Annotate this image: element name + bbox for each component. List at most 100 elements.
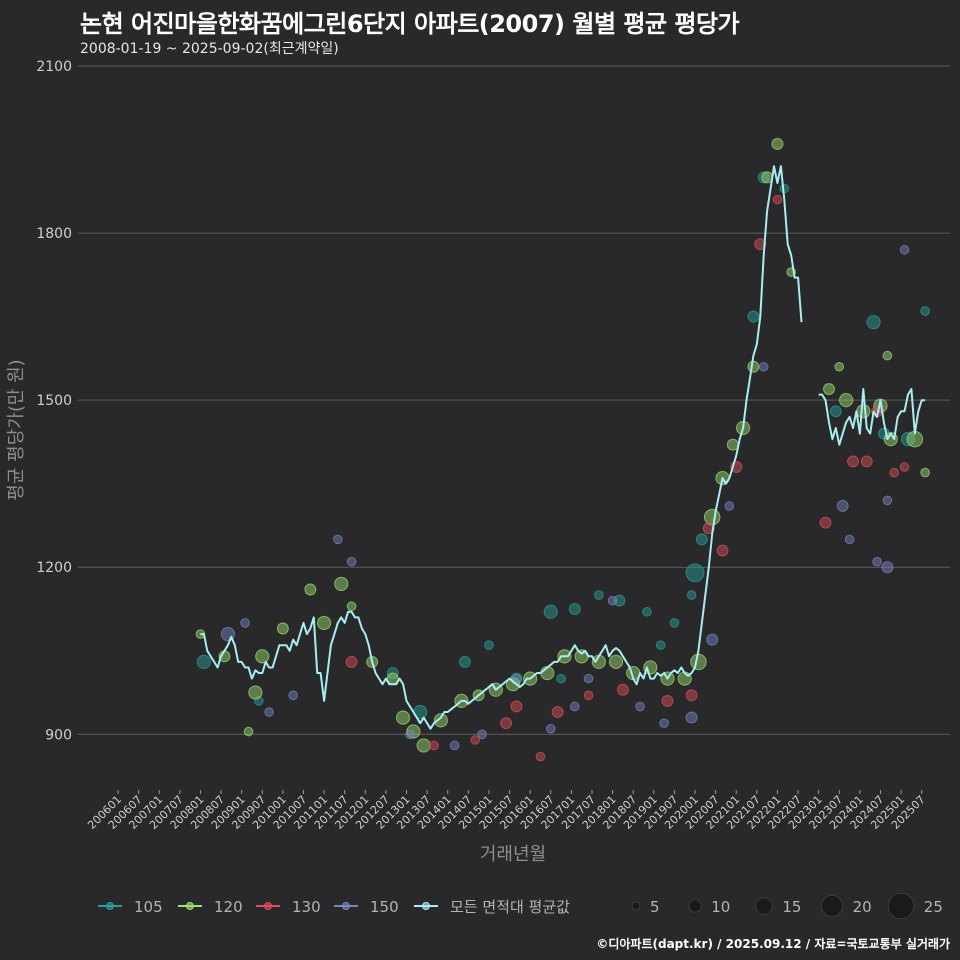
data-point-150 <box>583 673 594 684</box>
data-point-150 <box>659 718 669 728</box>
data-point-105 <box>655 640 666 651</box>
data-point-105 <box>594 590 604 600</box>
y-tick-label: 1500 <box>36 393 72 409</box>
data-point-120 <box>834 361 845 372</box>
data-point-150 <box>288 690 298 701</box>
data-point-150 <box>511 673 522 684</box>
data-point-150 <box>240 618 250 628</box>
data-point-120 <box>823 383 835 395</box>
data-point-105 <box>695 533 708 546</box>
data-point-130 <box>702 522 715 535</box>
data-point-120 <box>243 726 254 737</box>
data-point-150 <box>405 729 415 740</box>
legend-label: 150 <box>370 898 399 916</box>
legend-label: 120 <box>214 898 243 916</box>
size-legend-label: 10 <box>711 898 730 916</box>
data-point-120 <box>920 467 930 478</box>
data-point-130 <box>754 238 767 251</box>
data-point-130 <box>772 194 783 205</box>
x-axis-title: 거래년월 <box>480 844 546 865</box>
data-point-105 <box>920 306 930 316</box>
size-legend-item: 5 <box>631 898 660 916</box>
data-point-120 <box>703 508 721 526</box>
data-point-150 <box>545 723 556 734</box>
data-point-130 <box>583 690 594 701</box>
data-point-150 <box>844 534 855 545</box>
data-point-130 <box>819 516 832 529</box>
data-point-105 <box>196 654 211 670</box>
data-point-105 <box>900 432 916 447</box>
data-point-120 <box>316 615 332 631</box>
data-point-105 <box>686 590 697 600</box>
data-point-130 <box>470 735 480 745</box>
data-point-150 <box>872 556 882 567</box>
size-legend-circle <box>820 894 844 918</box>
size-legend-circle <box>755 897 773 915</box>
size-legend-circle <box>887 892 915 920</box>
data-point-130 <box>685 689 698 702</box>
size-legend-item: 20 <box>820 894 872 918</box>
data-point-130 <box>500 717 513 730</box>
data-point-105 <box>642 606 652 617</box>
data-point-150 <box>882 495 893 506</box>
data-point-105 <box>568 603 581 615</box>
y-axis-title: 평균 평당가(만 원) <box>6 359 27 500</box>
data-point-130 <box>510 700 523 713</box>
y-tick-label: 1800 <box>36 226 72 242</box>
legend-item: 120 <box>178 898 243 916</box>
data-point-105 <box>556 673 566 684</box>
data-point-105 <box>458 655 471 668</box>
size-legend-item: 25 <box>887 892 943 920</box>
data-point-150 <box>758 361 769 372</box>
data-point-150 <box>570 701 580 712</box>
size-legend-label: 25 <box>924 898 943 916</box>
data-point-120 <box>882 350 893 361</box>
legend-label: 105 <box>134 898 163 916</box>
data-point-130 <box>616 683 629 696</box>
size-legend-label: 15 <box>782 898 801 916</box>
data-point-120 <box>771 138 784 150</box>
data-point-120 <box>839 393 854 408</box>
data-point-120 <box>433 713 448 728</box>
data-point-150 <box>881 561 894 574</box>
data-point-120 <box>416 738 431 753</box>
legend-label: 130 <box>292 898 321 916</box>
data-point-105 <box>613 594 626 607</box>
data-point-105 <box>829 405 842 418</box>
data-point-120 <box>276 622 289 635</box>
data-point-130 <box>860 455 873 468</box>
legend-swatch-dot <box>422 902 430 910</box>
scatter-points <box>195 138 930 762</box>
legend-item: 150 <box>334 898 399 916</box>
data-point-120 <box>248 685 263 700</box>
legend-label: 모든 면적대 평균값 <box>450 898 570 916</box>
data-point-130 <box>661 694 674 707</box>
data-point-150 <box>333 534 343 545</box>
mean-line-layer <box>200 165 926 730</box>
size-legend-label: 5 <box>650 898 660 916</box>
data-point-120 <box>334 576 349 592</box>
source-credit: ©디아파트(dapt.kr) / 2025.09.12 / 자료=국토교통부 실… <box>596 937 950 951</box>
data-point-120 <box>505 677 521 692</box>
data-point-130 <box>345 655 358 668</box>
data-point-130 <box>551 706 564 718</box>
legend-swatch-dot <box>106 902 114 910</box>
data-point-120 <box>346 601 357 612</box>
legend-item: 모든 면적대 평균값 <box>414 898 570 916</box>
mean-line <box>818 388 926 446</box>
y-tick-label: 2100 <box>36 59 72 75</box>
data-point-105 <box>543 604 558 619</box>
data-point-130 <box>847 455 859 468</box>
legend: 105 120 130 150 모든 면적대 평균값 5 10 15 20 25 <box>98 892 943 920</box>
size-legend-circle <box>688 899 702 913</box>
size-legend-item: 10 <box>688 898 730 916</box>
data-point-105 <box>669 618 680 628</box>
data-point-150 <box>836 500 849 512</box>
size-legend-circle <box>631 901 641 911</box>
data-point-120 <box>726 438 739 451</box>
data-point-120 <box>255 649 270 664</box>
size-legend-item: 15 <box>755 897 801 916</box>
data-point-150 <box>706 633 719 646</box>
legend-item: 105 <box>98 898 163 916</box>
